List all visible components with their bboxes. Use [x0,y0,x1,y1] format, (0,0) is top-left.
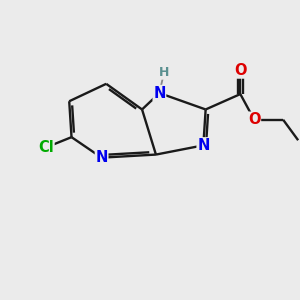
Text: O: O [248,112,260,127]
Text: H: H [159,66,169,79]
Text: N: N [153,85,166,100]
Text: N: N [95,150,108,165]
Text: Cl: Cl [38,140,54,155]
Text: O: O [234,63,247,78]
Text: N: N [197,138,209,153]
